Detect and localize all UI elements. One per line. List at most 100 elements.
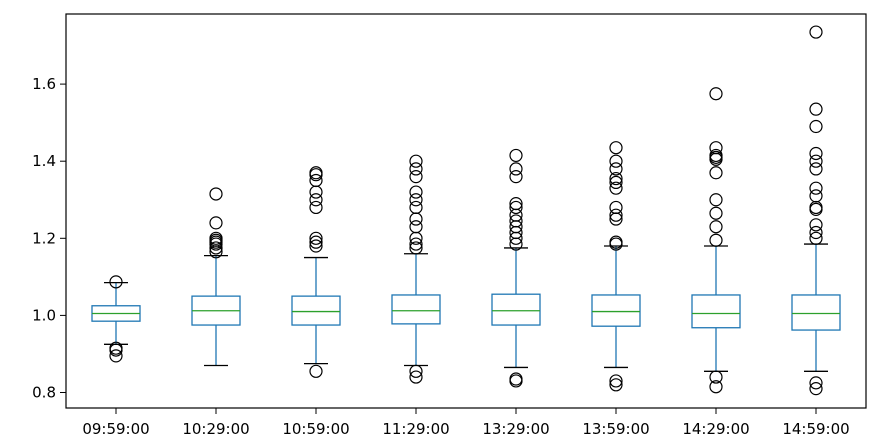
outlier-point	[609, 200, 623, 215]
outlier-point	[809, 181, 823, 195]
iqr-box	[491, 293, 541, 326]
outlier-point	[809, 225, 823, 240]
outlier-point	[509, 170, 523, 184]
iqr-box	[691, 294, 741, 329]
outlier-point	[709, 206, 723, 220]
outlier-point	[409, 237, 423, 251]
outlier-point	[709, 370, 723, 384]
box-series	[91, 25, 841, 396]
outlier-point	[309, 166, 323, 180]
outlier-point	[709, 193, 723, 207]
iqr-box	[791, 294, 841, 331]
outlier-point	[409, 241, 423, 255]
outlier-point	[609, 374, 623, 388]
outlier-point	[309, 231, 323, 245]
iqr-box	[591, 294, 641, 327]
outlier-point	[809, 102, 823, 116]
outlier-point	[809, 189, 823, 203]
outlier-point	[809, 154, 823, 168]
outlier-point	[409, 364, 423, 378]
outlier-point	[609, 175, 623, 190]
x-tick-label: 10:59:00	[282, 420, 349, 438]
outlier-point	[209, 241, 223, 255]
x-tick-label: 10:29:00	[182, 420, 249, 438]
x-axis: 09:59:00 10:29:00 10:59:00 11:29:00 13:29:00…	[82, 408, 850, 438]
outlier-point	[809, 376, 823, 390]
plot-background	[66, 14, 866, 408]
iqr-box	[291, 295, 341, 326]
y-tick-label: 1.2	[32, 229, 56, 247]
box-14-29-00	[691, 87, 741, 394]
outlier-point	[509, 372, 523, 386]
y-tick-label: 1.4	[32, 152, 56, 170]
outlier-point	[509, 214, 523, 228]
outlier-point	[409, 193, 423, 207]
outlier-point	[609, 141, 623, 155]
outlier-point	[809, 146, 823, 161]
outlier-point	[609, 171, 623, 186]
outlier-point	[409, 162, 423, 176]
outlier-point	[709, 148, 723, 163]
outlier-point	[309, 364, 323, 378]
box-14-59-00	[791, 25, 841, 396]
outlier-point	[209, 216, 223, 230]
outlier-point	[409, 154, 423, 168]
box-10-29-00	[191, 187, 241, 367]
outlier-point	[609, 162, 623, 176]
outlier-point	[409, 220, 423, 234]
box-10-59-00	[291, 166, 341, 378]
outlier-point	[709, 233, 723, 247]
outlier-point	[609, 235, 623, 249]
outlier-point	[709, 87, 723, 101]
x-tick-label: 13:59:00	[582, 420, 649, 438]
outlier-point	[609, 208, 623, 222]
outlier-point	[709, 220, 723, 234]
x-tick-label: 09:59:00	[82, 420, 149, 438]
box-11-29-00	[391, 154, 441, 384]
box-13-59-00	[591, 141, 641, 392]
outlier-point	[609, 154, 623, 168]
outlier-point	[509, 162, 523, 176]
outlier-point	[509, 148, 523, 163]
outlier-point	[809, 218, 823, 232]
y-tick-label: 0.8	[32, 384, 56, 402]
outlier-point	[509, 200, 523, 215]
outlier-point	[409, 170, 423, 184]
outlier-point	[309, 193, 323, 207]
outlier-point	[709, 141, 723, 155]
outlier-point	[509, 197, 523, 211]
outlier-point	[809, 382, 823, 396]
outlier-point	[809, 119, 823, 134]
outlier-point	[109, 341, 123, 355]
outlier-point	[809, 25, 823, 39]
x-tick-label: 14:29:00	[682, 420, 749, 438]
y-tick-label: 1.0	[32, 306, 56, 324]
y-axis: 0.8 1.0 1.2 1.4 1.6	[32, 75, 66, 402]
outlier-point	[109, 349, 123, 363]
outlier-point	[409, 185, 423, 199]
x-tick-label: 13:29:00	[482, 420, 549, 438]
box-09-59-00	[91, 275, 141, 363]
outlier-point	[109, 275, 123, 289]
outlier-point	[809, 162, 823, 176]
outlier-point	[309, 173, 323, 188]
x-tick-label: 11:29:00	[382, 420, 449, 438]
outlier-point	[209, 187, 223, 201]
outlier-point	[809, 231, 823, 245]
outlier-point	[309, 200, 323, 215]
y-tick-label: 1.6	[32, 75, 56, 93]
outlier-point	[309, 239, 323, 253]
x-tick-label: 14:59:00	[782, 420, 849, 438]
outlier-point	[709, 380, 723, 394]
outlier-point	[709, 166, 723, 180]
outlier-point	[609, 181, 623, 195]
outlier-point	[409, 200, 423, 215]
outlier-point	[409, 370, 423, 384]
plot-frame	[65, 13, 867, 409]
box-13-29-00	[491, 148, 541, 388]
outlier-point	[309, 235, 323, 249]
iqr-box	[391, 294, 441, 325]
outlier-point	[609, 378, 623, 392]
outlier-point	[209, 231, 223, 245]
